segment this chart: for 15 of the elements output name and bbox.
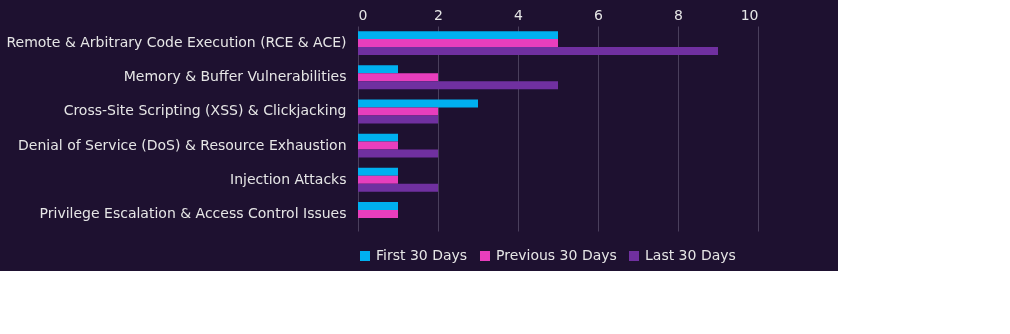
y-tick-label: Denial of Service (DoS) & Resource Exhaustion [18,136,347,153]
y-tick-label: Cross-Site Scripting (XSS) & Clickjacking [63,102,347,119]
y-tick-label: Privilege Escalation & Access Control Issues [39,204,347,221]
y-tick-label: Memory & Buffer Vulnerabilities [123,68,347,85]
y-tick-label: Injection Attacks [230,170,347,187]
y-tick-label: Remote & Arbitrary Code Execution (RCE & ACE) [6,34,347,51]
x-tick-label: 2 [434,6,443,23]
x-tick-label: 10 [740,6,759,23]
x-tick-label: 6 [594,6,604,23]
legend-label: Last 30 Days [645,247,736,263]
x-tick-label: 8 [674,6,683,23]
x-tick-label: 0 [358,6,368,23]
legend-label: Previous 30 Days [496,247,617,263]
x-tick-label: 4 [514,6,524,23]
legend-label: First 30 Days [376,247,468,263]
